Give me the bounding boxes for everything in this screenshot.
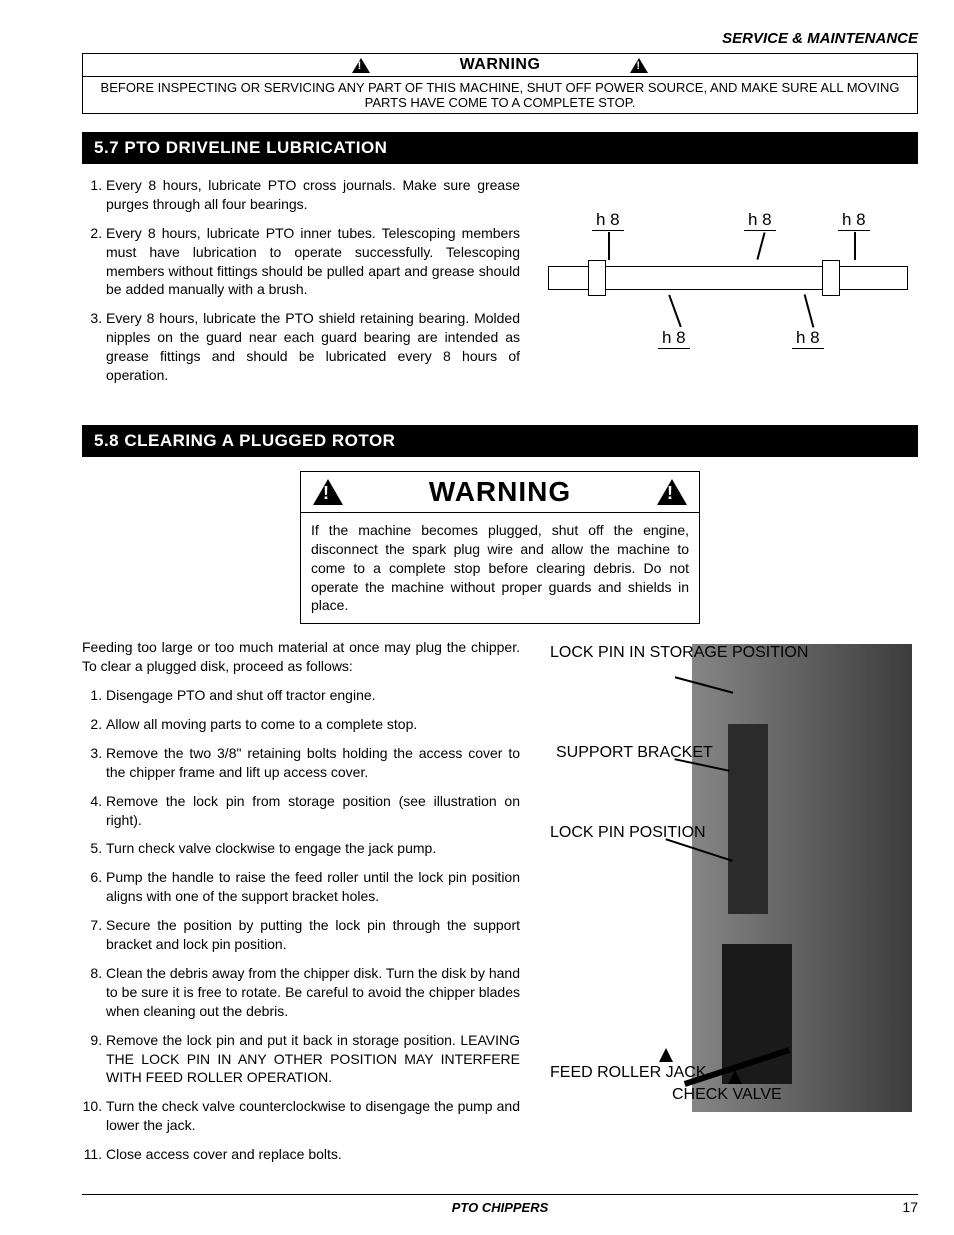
- pto-diagram: h 8 h 8 h 8 h 8 h 8: [538, 176, 918, 386]
- warning-box-58-header: WARNING: [301, 472, 699, 513]
- list-item: Every 8 hours, lubricate PTO inner tubes…: [106, 224, 520, 300]
- photo-label-check-valve: CHECK VALVE: [672, 1086, 782, 1104]
- warning-bar: WARNING BEFORE INSPECTING OR SERVICING A…: [82, 53, 918, 114]
- leader-line: [668, 295, 681, 327]
- footer-page-number: 17: [902, 1199, 918, 1215]
- leader-line: [854, 232, 856, 260]
- warning-icon: [352, 58, 370, 73]
- list-item: Close access cover and replace bolts.: [106, 1145, 520, 1164]
- pto-joint: [822, 260, 840, 296]
- list-item: Disengage PTO and shut off tractor engin…: [106, 686, 520, 705]
- warning-box-58: WARNING If the machine becomes plugged, …: [300, 471, 700, 624]
- list-item: Clean the debris away from the chipper d…: [106, 964, 520, 1021]
- leader-line: [804, 294, 814, 327]
- diagram-label: h 8: [792, 328, 824, 349]
- list-item: Secure the position by putting the lock …: [106, 916, 520, 954]
- arrow-icon: [659, 1048, 673, 1062]
- section-57-steps-col: Every 8 hours, lubricate PTO cross journ…: [82, 176, 520, 395]
- warning-icon: [313, 479, 343, 505]
- list-item: Turn check valve clockwise to engage the…: [106, 839, 520, 858]
- warning-bar-header: WARNING: [83, 54, 917, 77]
- section-58-steps: Disengage PTO and shut off tractor engin…: [82, 686, 520, 1164]
- leader-line: [756, 232, 765, 259]
- list-item: Every 8 hours, lubricate the PTO shield …: [106, 309, 520, 385]
- diagram-label: h 8: [744, 210, 776, 231]
- footer: PTO CHIPPERS 17: [82, 1194, 918, 1215]
- section-58-photo-col: LOCK PIN IN STORAGE POSITION SUPPORT BRA…: [538, 638, 918, 1174]
- list-item: Pump the handle to raise the feed roller…: [106, 868, 520, 906]
- photo-label-lock-pin-position: LOCK PIN POSITION: [550, 824, 706, 842]
- list-item: Remove the lock pin and put it back in s…: [106, 1031, 520, 1088]
- diagram-label: h 8: [592, 210, 624, 231]
- pto-joint: [588, 260, 606, 296]
- section-58-intro: Feeding too large or too much material a…: [82, 638, 520, 676]
- section-58-heading: 5.8 CLEARING A PLUGGED ROTOR: [82, 425, 918, 457]
- page: SERVICE & MAINTENANCE WARNING BEFORE INS…: [0, 0, 954, 1235]
- section-58-steps-col: Feeding too large or too much material a…: [82, 638, 520, 1174]
- list-item: Remove the two 3/8" retaining bolts hold…: [106, 744, 520, 782]
- list-item: Allow all moving parts to come to a comp…: [106, 715, 520, 734]
- leader-line: [608, 232, 610, 260]
- list-item: Turn the check valve counterclockwise to…: [106, 1097, 520, 1135]
- diagram-label: h 8: [838, 210, 870, 231]
- photo-background: [680, 644, 912, 1112]
- arrow-icon: [728, 1070, 742, 1084]
- photo-area: LOCK PIN IN STORAGE POSITION SUPPORT BRA…: [538, 638, 918, 1118]
- footer-title: PTO CHIPPERS: [452, 1200, 549, 1215]
- section-58-content: Feeding too large or too much material a…: [82, 638, 918, 1174]
- warning-bar-body: BEFORE INSPECTING OR SERVICING ANY PART …: [83, 77, 917, 113]
- photo-bracket: [728, 724, 768, 914]
- photo-jack: [722, 944, 792, 1084]
- diagram-label: h 8: [658, 328, 690, 349]
- warning-box-58-body: If the machine becomes plugged, shut off…: [301, 513, 699, 623]
- photo-label-region: [544, 644, 692, 1112]
- pto-diagram-col: h 8 h 8 h 8 h 8 h 8: [538, 176, 918, 395]
- photo-label-support-bracket: SUPPORT BRACKET: [556, 744, 713, 762]
- section-57-heading: 5.7 PTO DRIVELINE LUBRICATION: [82, 132, 918, 164]
- header-section-title: SERVICE & MAINTENANCE: [82, 30, 918, 47]
- photo-label-lock-pin-storage: LOCK PIN IN STORAGE POSITION: [550, 644, 808, 662]
- warning-icon: [630, 58, 648, 73]
- section-57-steps: Every 8 hours, lubricate PTO cross journ…: [82, 176, 520, 385]
- warning-box-58-title: WARNING: [429, 476, 571, 508]
- photo-label-feed-roller-jack: FEED ROLLER JACK: [550, 1064, 706, 1082]
- section-57-content: Every 8 hours, lubricate PTO cross journ…: [82, 176, 918, 395]
- list-item: Remove the lock pin from storage positio…: [106, 792, 520, 830]
- warning-icon: [657, 479, 687, 505]
- warning-title: WARNING: [460, 56, 541, 74]
- list-item: Every 8 hours, lubricate PTO cross journ…: [106, 176, 520, 214]
